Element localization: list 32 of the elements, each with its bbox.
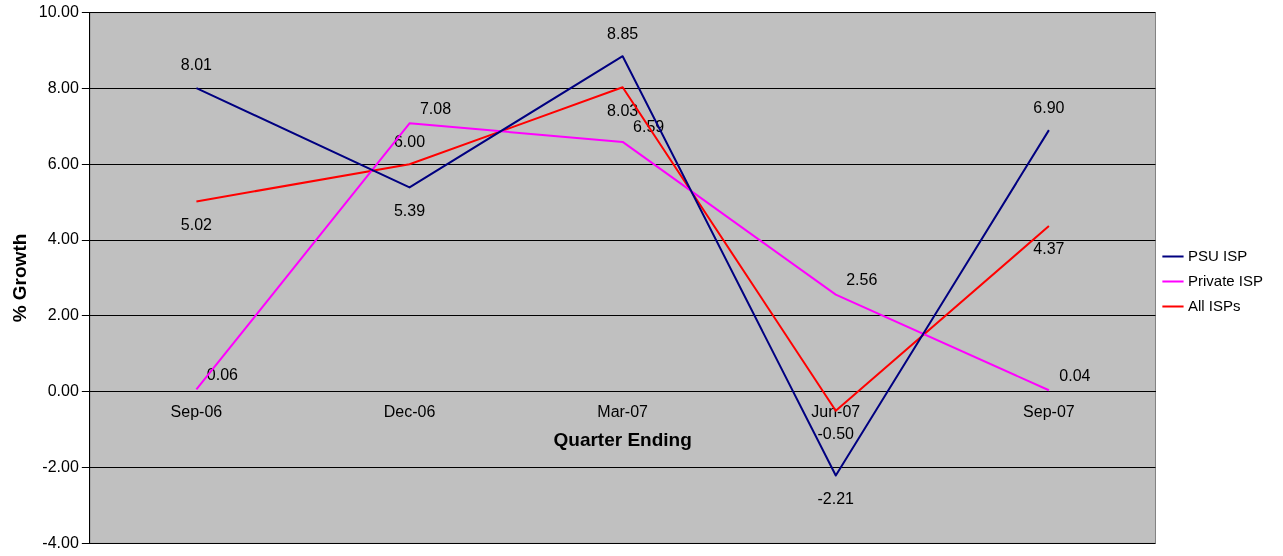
- data-label: 8.01: [180, 56, 213, 74]
- data-label: 8.85: [607, 24, 639, 42]
- data-label: 8.03: [607, 101, 639, 119]
- y-tick-label: 4.00: [47, 230, 79, 248]
- x-tick-label: Dec-06: [383, 402, 436, 420]
- data-label: -2.21: [817, 489, 855, 507]
- y-tick-label: 6.00: [47, 154, 79, 172]
- x-axis-title: Quarter Ending: [553, 428, 692, 450]
- data-label: 0.04: [1059, 366, 1091, 384]
- y-tick-label: 8.00: [47, 78, 79, 96]
- data-label: 4.37: [1033, 240, 1065, 258]
- legend-label: PSU ISP: [1187, 246, 1248, 264]
- data-label: 0.06: [206, 365, 239, 383]
- data-label: 7.08: [419, 99, 452, 117]
- y-tick-label: -4.00: [42, 533, 79, 551]
- data-label: 5.02: [180, 215, 213, 233]
- legend-label: All ISPs: [1187, 296, 1241, 314]
- x-tick-label: Sep-07: [1023, 402, 1075, 420]
- x-tick-label: Mar-07: [597, 402, 649, 420]
- y-tick-label: -2.00: [42, 457, 79, 475]
- x-tick-label: Jun-07: [811, 402, 861, 420]
- y-tick-label: 0.00: [47, 382, 79, 400]
- legend-label: Private ISP: [1187, 271, 1263, 289]
- data-label: 6.90: [1033, 98, 1065, 116]
- y-axis-title: % Growth: [8, 233, 30, 323]
- y-tick-label: 10.00: [38, 3, 79, 21]
- y-tick-label: 2.00: [47, 306, 79, 324]
- data-label: 5.39: [393, 201, 426, 219]
- data-label: 6.00: [393, 132, 426, 150]
- x-tick-label: Sep-06: [170, 402, 223, 420]
- data-label: 2.56: [846, 271, 878, 289]
- data-label: -0.50: [817, 425, 855, 443]
